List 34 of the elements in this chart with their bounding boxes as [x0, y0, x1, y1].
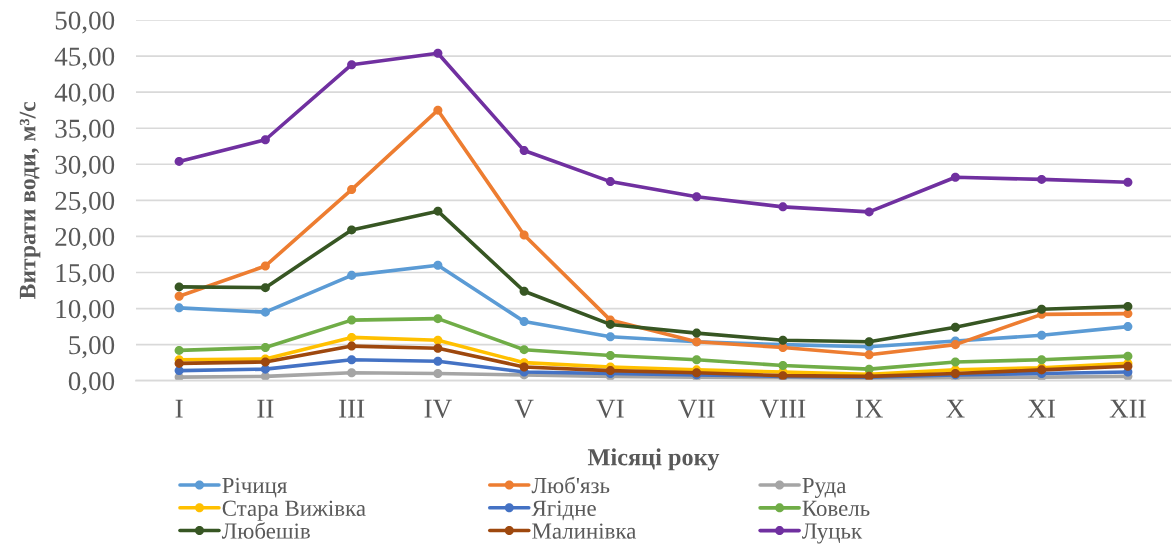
- y-axis-title: Витрати води, м³/с: [19, 101, 41, 299]
- y-tick-label: 45,00: [54, 47, 115, 70]
- x-tick-label: III: [339, 399, 365, 418]
- y-tick-label: 25,00: [55, 191, 115, 214]
- x-tick-label: X: [946, 399, 965, 418]
- x-tick-label: I: [175, 399, 183, 418]
- y-tick-label: 15,00: [56, 263, 115, 287]
- y-tick-label: 40,00: [54, 83, 115, 106]
- y-tick-label: 5,00: [69, 336, 115, 359]
- y-tick-label: 10,00: [56, 299, 115, 323]
- legend-label: Ягідне: [531, 500, 596, 521]
- x-tick-label: II: [257, 399, 274, 418]
- y-tick-label: 35,00: [55, 119, 115, 142]
- x-tick-label: XII: [1109, 399, 1146, 418]
- y-tick-label: 50,00: [55, 11, 115, 34]
- y-tick-label: 30,00: [55, 155, 115, 178]
- x-tick-label: VIII: [759, 399, 806, 418]
- x-tick-label: IV: [424, 399, 452, 418]
- y-tick-label: 20,00: [55, 227, 115, 250]
- x-tick-label: VII: [678, 399, 715, 418]
- legend-label: Руда: [802, 478, 847, 498]
- legend-label: Ковель: [802, 500, 870, 517]
- legend-label: Любешів: [221, 522, 310, 539]
- y-tick-label: 0,00: [68, 372, 115, 395]
- legend-label: Малинівка: [532, 523, 637, 539]
- x-tick-label: V: [514, 399, 534, 418]
- legend-label: Луцьк: [802, 523, 863, 544]
- legend-label: Річиця: [222, 477, 287, 498]
- x-axis-title: Місяці року: [587, 448, 720, 471]
- legend-label: Люб'язь: [531, 476, 610, 494]
- x-tick-label: IX: [855, 399, 883, 418]
- x-tick-label: XI: [1027, 399, 1055, 418]
- legend-label: Стара Вижівка: [222, 500, 366, 521]
- x-tick-label: VI: [596, 399, 624, 418]
